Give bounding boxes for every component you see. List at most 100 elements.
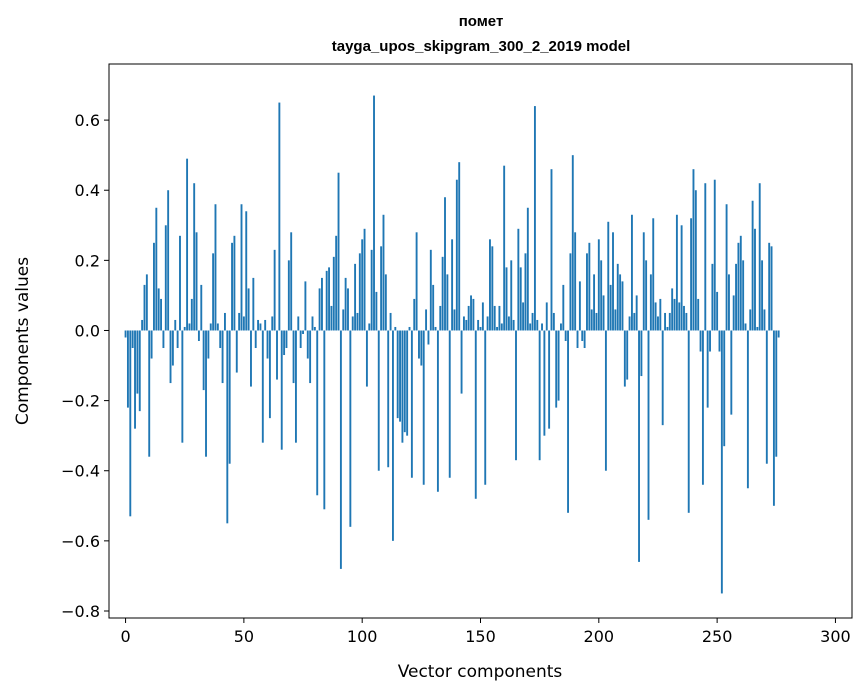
bar-74: [299, 330, 302, 349]
bar-191: [576, 330, 579, 349]
bar-220: [645, 260, 648, 331]
bar-14: [157, 288, 160, 331]
bar-97: [354, 263, 357, 331]
bar-81: [316, 330, 319, 496]
bar-153: [486, 316, 489, 331]
bar-159: [500, 323, 503, 331]
bar-134: [441, 256, 444, 331]
bar-194: [583, 330, 586, 349]
bar-65: [278, 102, 281, 331]
bar-34: [205, 330, 207, 457]
bar-178: [545, 302, 548, 331]
bar-253: [723, 330, 726, 447]
bar-86: [328, 267, 330, 331]
bar-160: [503, 165, 506, 331]
bar-69: [287, 260, 290, 331]
bar-4: [134, 330, 136, 429]
bar-201: [600, 260, 603, 331]
bar-248: [711, 263, 714, 331]
bar-168: [522, 302, 525, 331]
bar-80: [313, 326, 316, 331]
bar-192: [578, 281, 581, 331]
x-axis-ticks: 0 50 100 150 200 250 300: [120, 618, 851, 646]
bar-100: [361, 239, 364, 331]
bar-71: [292, 330, 295, 384]
bar-57: [259, 323, 262, 331]
bar-269: [761, 260, 764, 331]
x-axis-label: Vector components: [398, 662, 563, 682]
bar-230: [668, 312, 671, 331]
bar-117: [401, 330, 404, 443]
x-tick-label: 250: [702, 627, 733, 646]
bar-0: [124, 330, 127, 338]
bar-38: [214, 204, 217, 331]
bar-87: [330, 305, 333, 331]
bar-128: [427, 330, 430, 345]
bar-15: [160, 298, 162, 331]
bar-5: [136, 330, 139, 394]
bar-119: [406, 330, 409, 436]
bar-149: [477, 319, 480, 331]
bar-170: [526, 207, 529, 331]
bar-110: [384, 274, 387, 331]
y-tick-label: −0.4: [61, 462, 100, 481]
bar-35: [207, 330, 210, 359]
bar-101: [363, 228, 366, 331]
bar-256: [730, 330, 733, 415]
bar-199: [595, 312, 598, 331]
bar-70: [290, 232, 293, 331]
bar-138: [451, 239, 454, 331]
bar-147: [472, 298, 475, 331]
bar-266: [754, 228, 756, 331]
bar-91: [339, 330, 342, 569]
bar-258: [735, 263, 737, 331]
chart-title-line2: tayga_upos_skipgram_300_2_2019 model: [332, 38, 631, 55]
bar-49: [240, 204, 243, 331]
bar-152: [484, 330, 487, 485]
bar-233: [675, 214, 678, 331]
bar-54: [252, 277, 255, 331]
y-tick-label: 0.4: [75, 181, 100, 200]
x-tick-label: 300: [820, 627, 851, 646]
bar-59: [264, 319, 267, 331]
bar-265: [751, 200, 754, 331]
bar-25: [183, 326, 186, 331]
bar-181: [552, 312, 555, 331]
bar-215: [633, 312, 636, 331]
bar-120: [408, 326, 411, 331]
bar-225: [657, 316, 659, 331]
bar-36: [209, 323, 212, 331]
bar-116: [399, 330, 401, 422]
bar-76: [304, 281, 307, 331]
bar-64: [276, 330, 278, 380]
bar-41: [221, 330, 224, 384]
bar-44: [228, 330, 231, 464]
bar-90: [337, 172, 340, 331]
bar-28: [190, 298, 193, 331]
y-tick-label: 0.6: [75, 111, 100, 130]
bar-93: [344, 277, 347, 331]
bar-167: [519, 267, 522, 331]
bar-213: [628, 316, 631, 331]
bar-16: [162, 330, 165, 349]
bar-39: [216, 323, 219, 331]
bar-3: [131, 330, 134, 349]
bar-272: [768, 242, 771, 331]
bar-102: [365, 330, 368, 387]
bar-40: [219, 330, 222, 349]
bar-32: [200, 284, 203, 331]
bar-33: [202, 330, 205, 391]
bar-275: [775, 330, 778, 457]
bar-187: [567, 330, 569, 513]
bar-211: [623, 330, 626, 387]
bar-137: [448, 330, 451, 478]
bar-127: [425, 309, 428, 331]
bar-176: [541, 323, 543, 331]
bar-205: [609, 284, 612, 331]
bar-105: [373, 95, 375, 331]
bar-9: [145, 274, 148, 331]
bar-37: [212, 253, 215, 331]
bar-231: [671, 288, 674, 331]
bar-68: [285, 330, 288, 349]
bar-262: [744, 323, 747, 331]
